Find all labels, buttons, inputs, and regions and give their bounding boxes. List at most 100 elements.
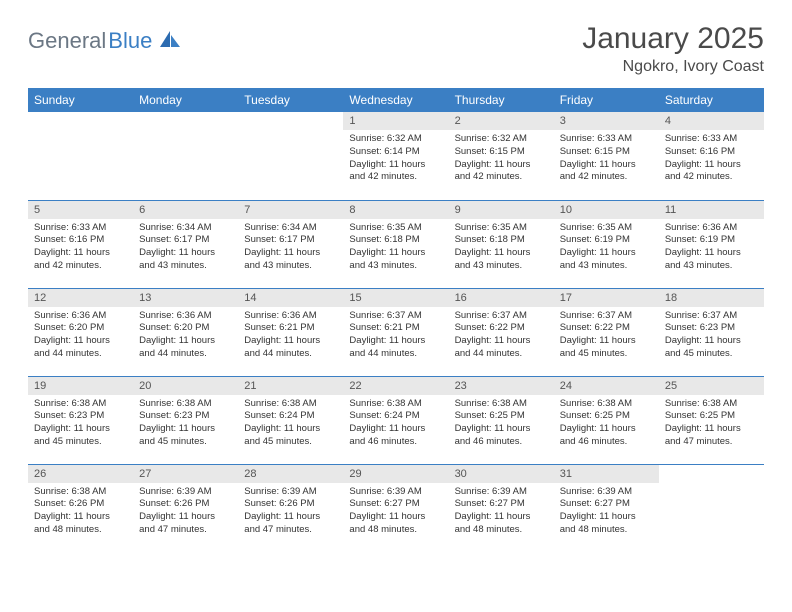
week-row: 1Sunrise: 6:32 AMSunset: 6:14 PMDaylight…: [28, 112, 764, 200]
day-info: Sunrise: 6:36 AMSunset: 6:20 PMDaylight:…: [28, 307, 133, 367]
sunrise-text: Sunrise: 6:37 AM: [455, 310, 548, 323]
page-header: General Blue January 2025 Ngokro, Ivory …: [28, 22, 764, 76]
day-cell: 30Sunrise: 6:39 AMSunset: 6:27 PMDayligh…: [449, 464, 554, 552]
day-cell: 31Sunrise: 6:39 AMSunset: 6:27 PMDayligh…: [554, 464, 659, 552]
day-info: Sunrise: 6:32 AMSunset: 6:15 PMDaylight:…: [449, 130, 554, 190]
sunrise-text: Sunrise: 6:32 AM: [455, 133, 548, 146]
sunset-text: Sunset: 6:19 PM: [665, 234, 758, 247]
day-info: Sunrise: 6:36 AMSunset: 6:20 PMDaylight:…: [133, 307, 238, 367]
day-cell: 4Sunrise: 6:33 AMSunset: 6:16 PMDaylight…: [659, 112, 764, 200]
day-number: [133, 112, 238, 118]
sunrise-text: Sunrise: 6:38 AM: [455, 398, 548, 411]
day-info: Sunrise: 6:35 AMSunset: 6:18 PMDaylight:…: [449, 219, 554, 279]
daylight-text: Daylight: 11 hours and 45 minutes.: [560, 335, 653, 361]
day-number: 6: [133, 201, 238, 219]
daylight-text: Daylight: 11 hours and 43 minutes.: [349, 247, 442, 273]
sunset-text: Sunset: 6:26 PM: [244, 498, 337, 511]
daylight-text: Daylight: 11 hours and 44 minutes.: [244, 335, 337, 361]
day-number: 29: [343, 465, 448, 483]
day-number: 3: [554, 112, 659, 130]
sunrise-text: Sunrise: 6:33 AM: [665, 133, 758, 146]
daylight-text: Daylight: 11 hours and 44 minutes.: [139, 335, 232, 361]
day-info: Sunrise: 6:38 AMSunset: 6:25 PMDaylight:…: [659, 395, 764, 455]
sunset-text: Sunset: 6:22 PM: [560, 322, 653, 335]
day-number: [659, 465, 764, 471]
day-number: [238, 112, 343, 118]
day-number: 10: [554, 201, 659, 219]
location-subtitle: Ngokro, Ivory Coast: [582, 58, 764, 76]
week-row: 26Sunrise: 6:38 AMSunset: 6:26 PMDayligh…: [28, 464, 764, 552]
day-header: Thursday: [449, 88, 554, 112]
daylight-text: Daylight: 11 hours and 46 minutes.: [349, 423, 442, 449]
day-number: 19: [28, 377, 133, 395]
day-header: Tuesday: [238, 88, 343, 112]
day-number: 15: [343, 289, 448, 307]
sunset-text: Sunset: 6:26 PM: [139, 498, 232, 511]
day-info: Sunrise: 6:32 AMSunset: 6:14 PMDaylight:…: [343, 130, 448, 190]
sunset-text: Sunset: 6:27 PM: [560, 498, 653, 511]
day-number: 11: [659, 201, 764, 219]
sunset-text: Sunset: 6:27 PM: [349, 498, 442, 511]
sunset-text: Sunset: 6:14 PM: [349, 146, 442, 159]
day-cell: 10Sunrise: 6:35 AMSunset: 6:19 PMDayligh…: [554, 200, 659, 288]
day-info: Sunrise: 6:33 AMSunset: 6:16 PMDaylight:…: [28, 219, 133, 279]
day-cell: 13Sunrise: 6:36 AMSunset: 6:20 PMDayligh…: [133, 288, 238, 376]
day-info: Sunrise: 6:34 AMSunset: 6:17 PMDaylight:…: [238, 219, 343, 279]
sunrise-text: Sunrise: 6:36 AM: [244, 310, 337, 323]
sunrise-text: Sunrise: 6:34 AM: [139, 222, 232, 235]
day-number: 22: [343, 377, 448, 395]
day-number: 4: [659, 112, 764, 130]
day-cell: 12Sunrise: 6:36 AMSunset: 6:20 PMDayligh…: [28, 288, 133, 376]
daylight-text: Daylight: 11 hours and 48 minutes.: [560, 511, 653, 537]
day-cell: 11Sunrise: 6:36 AMSunset: 6:19 PMDayligh…: [659, 200, 764, 288]
sunrise-text: Sunrise: 6:36 AM: [665, 222, 758, 235]
day-number: [28, 112, 133, 118]
sunrise-text: Sunrise: 6:39 AM: [244, 486, 337, 499]
day-cell: 24Sunrise: 6:38 AMSunset: 6:25 PMDayligh…: [554, 376, 659, 464]
daylight-text: Daylight: 11 hours and 43 minutes.: [139, 247, 232, 273]
sunset-text: Sunset: 6:25 PM: [560, 410, 653, 423]
day-cell: 14Sunrise: 6:36 AMSunset: 6:21 PMDayligh…: [238, 288, 343, 376]
daylight-text: Daylight: 11 hours and 48 minutes.: [34, 511, 127, 537]
day-info: Sunrise: 6:37 AMSunset: 6:21 PMDaylight:…: [343, 307, 448, 367]
day-header: Sunday: [28, 88, 133, 112]
brand-sail-icon: [158, 29, 182, 54]
day-cell: 18Sunrise: 6:37 AMSunset: 6:23 PMDayligh…: [659, 288, 764, 376]
daylight-text: Daylight: 11 hours and 44 minutes.: [34, 335, 127, 361]
day-cell: 6Sunrise: 6:34 AMSunset: 6:17 PMDaylight…: [133, 200, 238, 288]
daylight-text: Daylight: 11 hours and 45 minutes.: [139, 423, 232, 449]
day-cell: 2Sunrise: 6:32 AMSunset: 6:15 PMDaylight…: [449, 112, 554, 200]
day-info: Sunrise: 6:33 AMSunset: 6:16 PMDaylight:…: [659, 130, 764, 190]
sunset-text: Sunset: 6:24 PM: [244, 410, 337, 423]
day-number: 8: [343, 201, 448, 219]
day-info: Sunrise: 6:38 AMSunset: 6:24 PMDaylight:…: [343, 395, 448, 455]
sunrise-text: Sunrise: 6:35 AM: [455, 222, 548, 235]
day-number: 26: [28, 465, 133, 483]
day-info: Sunrise: 6:37 AMSunset: 6:22 PMDaylight:…: [554, 307, 659, 367]
daylight-text: Daylight: 11 hours and 44 minutes.: [349, 335, 442, 361]
day-number: 17: [554, 289, 659, 307]
sunset-text: Sunset: 6:25 PM: [455, 410, 548, 423]
day-number: 25: [659, 377, 764, 395]
day-info: Sunrise: 6:34 AMSunset: 6:17 PMDaylight:…: [133, 219, 238, 279]
title-block: January 2025 Ngokro, Ivory Coast: [582, 22, 764, 76]
daylight-text: Daylight: 11 hours and 43 minutes.: [455, 247, 548, 273]
day-cell: 23Sunrise: 6:38 AMSunset: 6:25 PMDayligh…: [449, 376, 554, 464]
day-number: 13: [133, 289, 238, 307]
day-info: Sunrise: 6:36 AMSunset: 6:19 PMDaylight:…: [659, 219, 764, 279]
day-number: 18: [659, 289, 764, 307]
day-number: 9: [449, 201, 554, 219]
day-header: Saturday: [659, 88, 764, 112]
day-info: Sunrise: 6:37 AMSunset: 6:23 PMDaylight:…: [659, 307, 764, 367]
sunset-text: Sunset: 6:23 PM: [139, 410, 232, 423]
day-cell: 8Sunrise: 6:35 AMSunset: 6:18 PMDaylight…: [343, 200, 448, 288]
day-info: Sunrise: 6:33 AMSunset: 6:15 PMDaylight:…: [554, 130, 659, 190]
day-cell: 15Sunrise: 6:37 AMSunset: 6:21 PMDayligh…: [343, 288, 448, 376]
sunrise-text: Sunrise: 6:35 AM: [349, 222, 442, 235]
daylight-text: Daylight: 11 hours and 42 minutes.: [665, 159, 758, 185]
day-info: Sunrise: 6:35 AMSunset: 6:18 PMDaylight:…: [343, 219, 448, 279]
day-info: Sunrise: 6:38 AMSunset: 6:23 PMDaylight:…: [28, 395, 133, 455]
day-info: Sunrise: 6:35 AMSunset: 6:19 PMDaylight:…: [554, 219, 659, 279]
day-number: 30: [449, 465, 554, 483]
day-header: Monday: [133, 88, 238, 112]
